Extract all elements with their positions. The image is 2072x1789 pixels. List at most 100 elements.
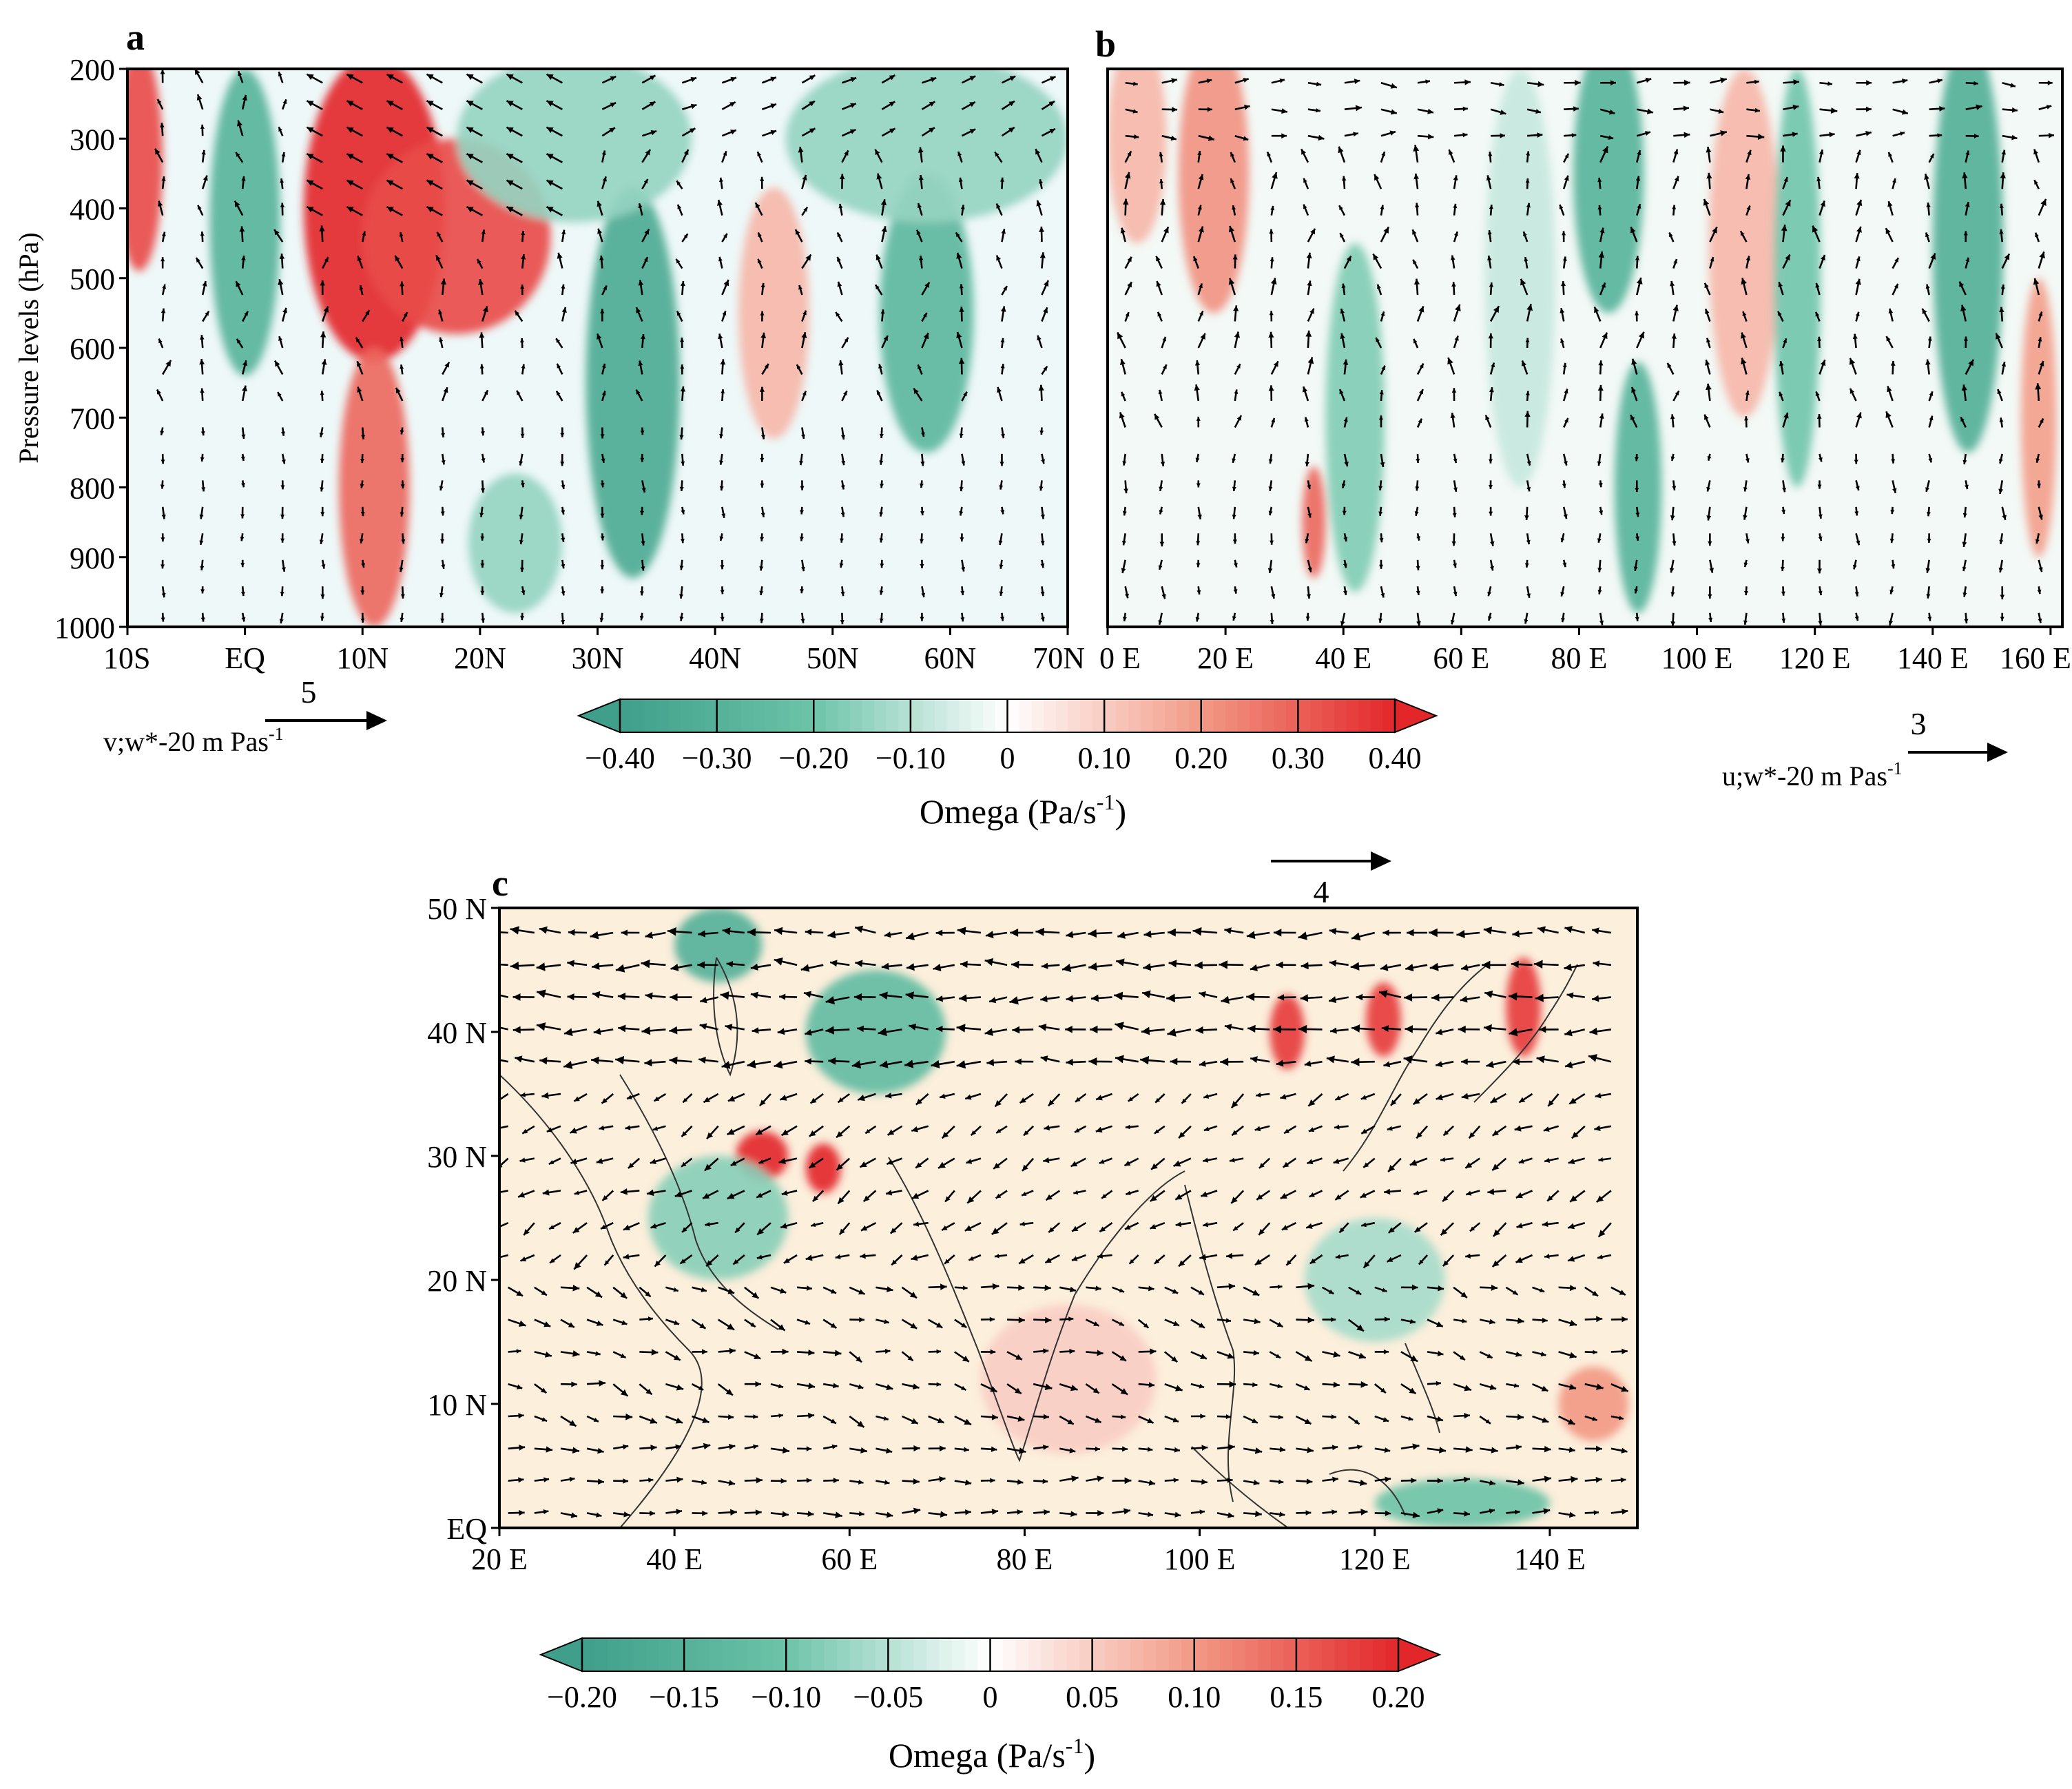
panel-c-vector-228 <box>837 1093 851 1104</box>
panel-c-vector-443 <box>835 1254 850 1260</box>
panel-c-vector-360 <box>911 1190 929 1200</box>
colorbar-bottom-tick-label: −0.15 <box>649 1680 719 1714</box>
panel-c-vector-103 <box>935 995 955 1002</box>
panel-c-vector-348 <box>601 1190 614 1201</box>
panel-c-vector-192 <box>1015 1058 1034 1065</box>
panel-c-vector-375 <box>1309 1190 1323 1198</box>
panel-b-vector-311 <box>1635 533 1639 541</box>
panel-a-vector-340 <box>801 174 807 189</box>
panel-a-omega-field <box>127 69 1068 627</box>
panel-a-vector-316 <box>761 103 777 110</box>
panel-b-vector-363 <box>1739 230 1748 242</box>
panel-b-vector-369 <box>1745 390 1750 402</box>
panel-a-vector-10 <box>158 338 164 349</box>
panel-c-vector-170 <box>1564 1028 1586 1037</box>
panel-b-vector-315 <box>1673 79 1690 86</box>
panel-c-letter: c <box>492 862 508 904</box>
panel-a-vector-357 <box>841 76 857 84</box>
panel-b-vector-291 <box>1597 559 1602 572</box>
colorbar-bottom-cell <box>1207 1638 1221 1671</box>
panel-c-vector-677 <box>1347 1415 1360 1425</box>
panel-a-ytick-label: 600 <box>70 332 115 366</box>
colorbar-bottom-cell <box>1245 1638 1259 1671</box>
panel-b-omega-blob-3 <box>1325 243 1385 592</box>
panel-c-vector-646 <box>534 1415 548 1423</box>
colorbar-top-cell <box>1382 699 1396 732</box>
panel-a-vector-344 <box>798 285 803 296</box>
panel-b-omega-blob-9 <box>2021 278 2057 557</box>
colorbar-top-tick-label: 0.30 <box>1272 741 1325 775</box>
colorbar-bottom-cell <box>1105 1638 1119 1671</box>
panel-a-vector-165 <box>441 559 446 569</box>
panel-c-vector-484 <box>796 1285 812 1291</box>
panel-c-vector-84 <box>1564 963 1585 971</box>
panel-b-vector-455 <box>1891 453 1896 464</box>
panel-a-vector-216 <box>561 229 566 242</box>
panel-b-vector-7 <box>1124 256 1132 269</box>
panel-c-ytick-label: 30 N <box>427 1140 487 1174</box>
panel-c-vector-344 <box>499 1190 508 1194</box>
panel-c-vector-310 <box>730 1157 745 1167</box>
panel-c-vector-229 <box>857 1093 876 1102</box>
panel-b-vector-123 <box>1307 559 1312 572</box>
panel-b-vector-362 <box>1745 205 1751 216</box>
panel-b-vector-107 <box>1307 134 1325 141</box>
panel-b-vector-481 <box>1926 586 1931 599</box>
panel-c-vector-726 <box>1506 1444 1522 1450</box>
panel-a-vector-158 <box>442 362 450 375</box>
panel-b-vector-453 <box>1887 386 1894 402</box>
panel-b-vector-98 <box>1268 453 1273 464</box>
panel-c-vector-199 <box>1199 1060 1218 1067</box>
panel-a-vector-310 <box>721 506 726 519</box>
panel-b-vector-339 <box>1706 146 1712 163</box>
panel-c-vector-709 <box>1059 1447 1076 1454</box>
panel-b-vector-108 <box>1301 148 1309 163</box>
panel-b-vector-514 <box>1995 333 2003 349</box>
panel-b-vector-118 <box>1304 417 1309 428</box>
panel-b-vector-306 <box>1630 386 1638 402</box>
panel-c-vector-475 <box>560 1284 580 1292</box>
panel-c-vector-1 <box>510 926 535 935</box>
panel-b-vector-63 <box>1234 77 1250 84</box>
panel-c-vector-207 <box>1403 1055 1428 1064</box>
panel-b-xtick-label: 60 E <box>1433 641 1489 675</box>
panel-c-vector-504 <box>1321 1286 1334 1295</box>
panel-b-vector-390 <box>1779 391 1784 402</box>
colorbar-top-cell <box>1201 699 1214 732</box>
panel-c-vector-175 <box>563 1060 588 1069</box>
panel-a-vector-319 <box>760 176 765 189</box>
panel-c-vector-614 <box>822 1383 839 1389</box>
panel-c-vector-756 <box>1164 1478 1179 1483</box>
panel-c-vector-607 <box>639 1383 653 1396</box>
panel-b-vector-275 <box>1599 134 1614 140</box>
panel-a-vector-182 <box>481 453 486 463</box>
panel-c-vector-329 <box>1229 1157 1244 1163</box>
panel-c-vector-466 <box>1442 1254 1455 1267</box>
panel-a-vector-385 <box>876 254 883 269</box>
panel-a-vector-6 <box>161 231 166 242</box>
panel-a-vector-300 <box>721 233 728 242</box>
panel-c-vector-260 <box>546 1125 561 1133</box>
panel-b-vector-353 <box>1708 533 1712 546</box>
panel-a-vector-86 <box>306 126 323 137</box>
panel-c-vector-219 <box>601 1093 614 1104</box>
panel-c-vector-734 <box>586 1478 604 1485</box>
panel-a-vector-448 <box>995 255 1003 269</box>
panel-c-vector-752 <box>1059 1475 1079 1482</box>
panel-c-vector-416 <box>1258 1222 1271 1236</box>
colorbar-bottom-cell <box>1079 1638 1093 1671</box>
panel-c-vector-179 <box>669 1056 692 1065</box>
panel-c-vector-464 <box>1386 1254 1402 1263</box>
panel-c-vector-93 <box>670 993 692 1002</box>
panel-c-vector-193 <box>1040 1055 1060 1063</box>
panel-a-vector-284 <box>680 364 685 375</box>
colorbar-bottom-cell <box>608 1638 621 1671</box>
panel-b-vector-527 <box>2038 132 2055 138</box>
panel-a-vector-125 <box>360 612 365 623</box>
panel-c-vector-231 <box>915 1093 929 1106</box>
panel-a-vector-184 <box>479 506 484 517</box>
panel-c-vector-510 <box>1480 1284 1498 1291</box>
panel-a-ytick-label: 300 <box>70 123 115 156</box>
panel-a-vector-146 <box>400 612 404 623</box>
